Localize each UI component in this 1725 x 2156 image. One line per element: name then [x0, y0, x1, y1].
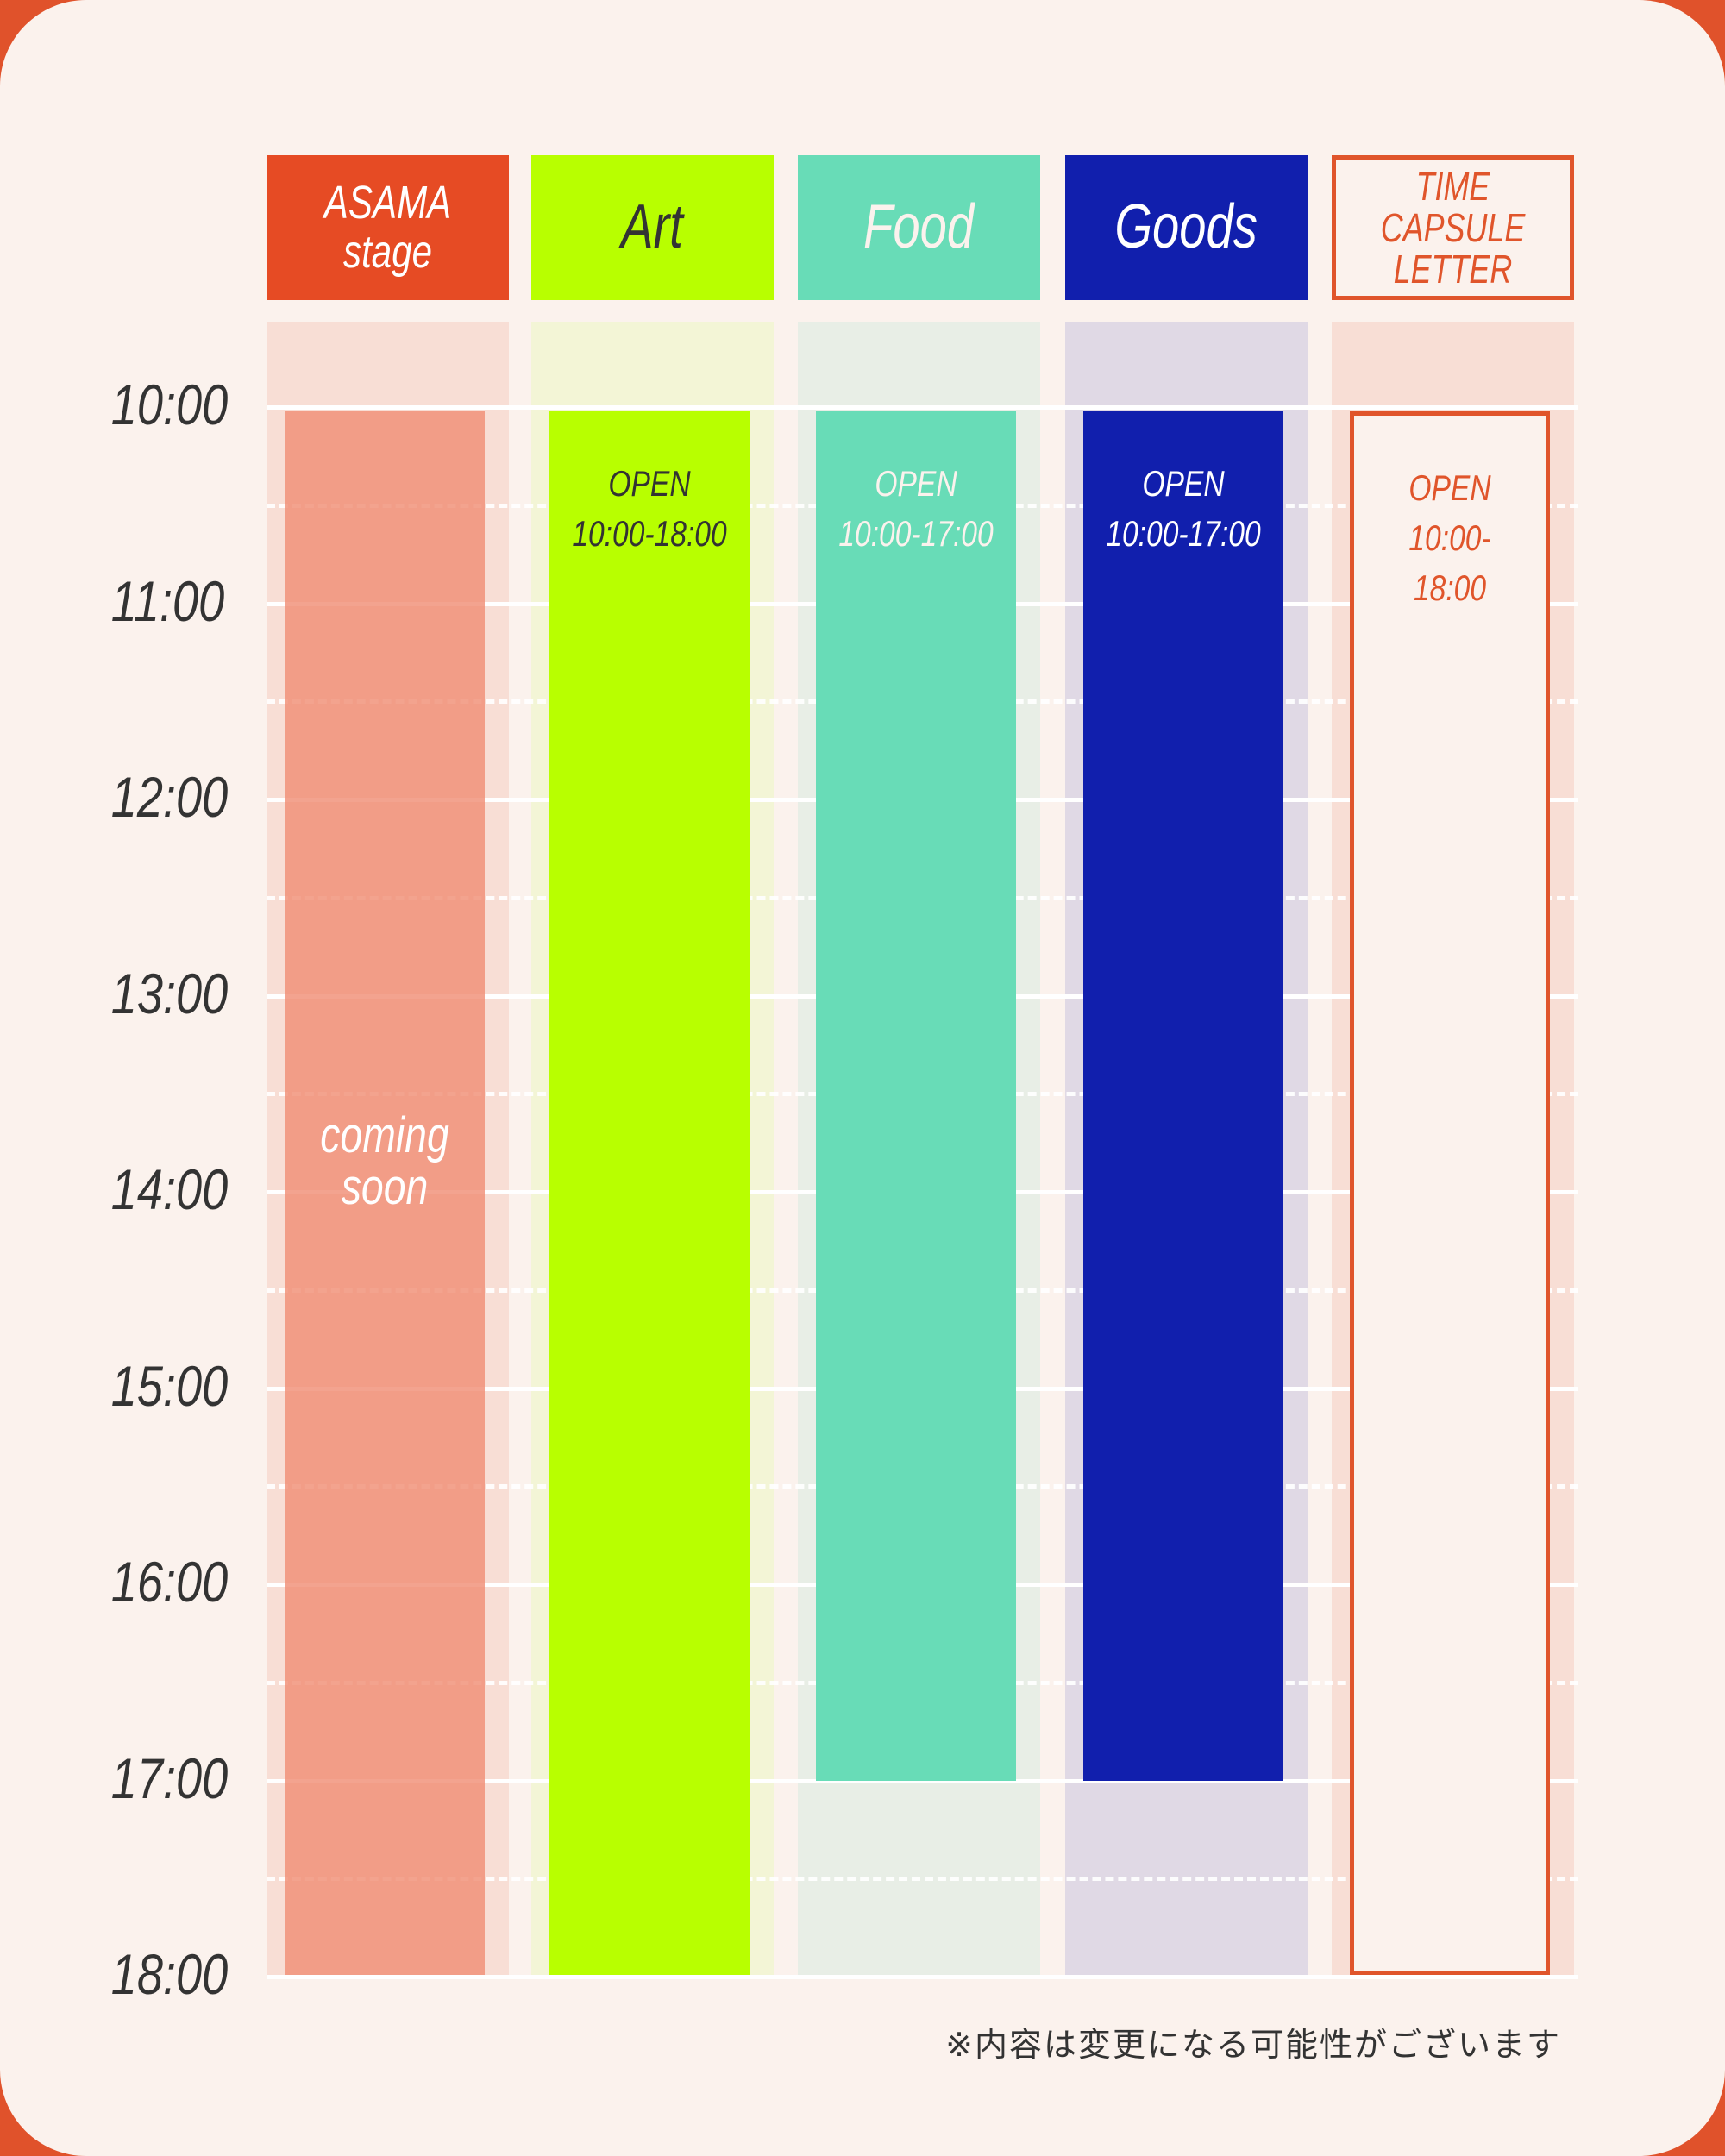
hours-label: 10:00-18:00: [572, 513, 727, 554]
open-hours-bar: OPEN 10:00-18:00: [1350, 411, 1550, 1975]
bar-text: OPEN 10:00-18:00: [1354, 463, 1546, 613]
time-label: 18:00: [110, 1942, 229, 2006]
status-label: OPEN: [1142, 463, 1225, 504]
time-label: 16:00: [110, 1550, 229, 1614]
bar-text: OPEN 10:00-17:00: [816, 459, 1016, 559]
column-title: TIME CAPSULE LETTER: [1380, 163, 1526, 292]
time-label: 17:00: [110, 1745, 229, 1810]
bar-text: OPEN 10:00-18:00: [549, 459, 750, 559]
time-label: 12:00: [110, 765, 229, 829]
time-label: 10:00: [110, 373, 229, 436]
status-label: OPEN: [875, 463, 957, 504]
column-title: ASAMA stage: [323, 177, 452, 278]
hours-label: 10:00-17:00: [1106, 513, 1261, 554]
open-hours-bar: OPEN 10:00-17:00: [1083, 411, 1283, 1781]
open-hours-bar: coming soon: [285, 411, 485, 1975]
time-label: 13:00: [110, 961, 229, 1025]
coming-soon-label: coming soon: [320, 1107, 449, 1215]
column-header: ASAMA stage: [267, 155, 509, 300]
column-header: TIME CAPSULE LETTER: [1332, 155, 1574, 300]
column-title: Goods: [1114, 192, 1258, 262]
hour-line: [267, 1975, 1578, 1979]
time-label: 14:00: [110, 1157, 229, 1221]
bar-text: OPEN 10:00-17:00: [1083, 459, 1283, 559]
status-label: OPEN: [608, 463, 691, 504]
column-header: Food: [798, 155, 1040, 300]
hours-label: 10:00-18:00: [1408, 517, 1491, 608]
time-label: 15:00: [110, 1353, 229, 1418]
half-hour-line: [267, 1877, 1578, 1882]
hour-line: [267, 405, 1578, 410]
open-hours-bar: OPEN 10:00-17:00: [816, 411, 1016, 1781]
hour-line: [267, 1778, 1578, 1783]
column-header: Art: [531, 155, 774, 300]
open-hours-bar: OPEN 10:00-18:00: [549, 411, 750, 1975]
disclaimer-note: ※内容は変更になる可能性がございます: [945, 2026, 1561, 2064]
column-header: Goods: [1065, 155, 1308, 300]
status-label: OPEN: [1408, 467, 1491, 508]
time-label: 11:00: [110, 568, 225, 633]
hours-label: 10:00-17:00: [838, 513, 994, 554]
column-title: Food: [863, 192, 975, 262]
column-title: Art: [621, 192, 684, 262]
